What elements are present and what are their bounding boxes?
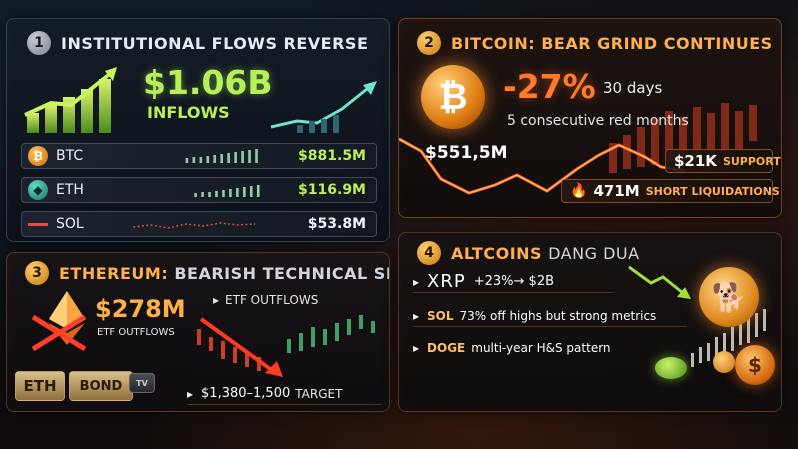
sol-symbol: SOL (427, 308, 454, 323)
inflows-label: INFLOWS (147, 103, 230, 122)
tv-box-label: TV (129, 373, 155, 393)
inflows-amount: $1.06B (143, 63, 273, 102)
red-x-icon (31, 314, 87, 352)
eth-box-label: ETH (15, 371, 65, 401)
title-strong: ALTCOINS (451, 243, 543, 263)
doge-symbol: DOGE (427, 341, 466, 355)
title-strong: ETHEREUM: (59, 263, 169, 283)
sol-text: 73% off highs but strong metrics (459, 308, 657, 323)
doge-row: ▸ DOGE multi-year H&S pattern (413, 337, 643, 359)
row-symbol: ETH (56, 182, 84, 198)
section-number-badge: 4 (417, 241, 441, 265)
xrp-row: ▸ XRP +23%→ $2B (413, 271, 613, 293)
xrp-text: +23%→ $2B (473, 274, 555, 289)
green-trend-arrow-icon (628, 265, 691, 299)
chart-label-text: ETF OUTFLOWS (225, 293, 319, 307)
section-number-badge: 1 (27, 31, 51, 55)
row-value: $116.9M (298, 182, 366, 198)
eth-flow-row: ◆ ETH $116.9M (21, 177, 377, 203)
liquidations-label: SHORT LIQUIDATIONS (645, 184, 780, 198)
fire-icon: 🔥 (570, 183, 588, 199)
title-rest: DANG DUA (548, 243, 640, 263)
bitcoin-price-chart (399, 103, 757, 195)
bitcoin-coin-icon: ₿ (421, 65, 485, 129)
section-title: BITCOIN: BEAR GRIND CONTINUES (451, 33, 773, 53)
play-arrow-icon: ▸ (413, 341, 420, 355)
play-arrow-icon: ▸ (213, 293, 220, 307)
play-arrow-icon: ▸ (413, 274, 420, 289)
xrp-symbol: XRP (427, 271, 466, 292)
target-range: $1,380–1,500 (201, 386, 291, 401)
play-arrow-icon: ▸ (413, 308, 420, 323)
rising-bars-chart-icon (24, 67, 117, 133)
institutional-flows-panel: 1 INSTITUTIONAL FLOWS REVERSE $1.06B INF… (6, 18, 390, 242)
doge-text: multi-year H&S pattern (471, 341, 611, 355)
section-title: ALTCOINS DANG DUA (451, 244, 640, 263)
outflows-amount: $278M (95, 295, 186, 323)
row-symbol: BTC (56, 148, 84, 164)
title-rest: BEARISH TECHNICAL SIGNAL (174, 263, 389, 283)
eth-candles-chart (197, 315, 375, 377)
price-value: $551,5M (425, 143, 508, 163)
teal-trend-arrow-icon (270, 81, 377, 133)
section-2-header: 2 BITCOIN: BEAR GRIND CONTINUES (417, 31, 773, 55)
sol-flow-row: SOL $53.8M (21, 211, 377, 237)
ethereum-icon: ◆ (28, 180, 48, 200)
sol-sparkline (133, 222, 256, 229)
bond-box-label: BOND (69, 371, 133, 401)
green-coin-icon (655, 357, 687, 379)
section-number-badge: 2 (417, 31, 441, 55)
altcoins-panel: 4 ALTCOINS DANG DUA ▸ XRP +23%→ $2B ▸ SO… (398, 232, 782, 412)
dollar-coin-icon: $ (735, 345, 775, 385)
section-title: INSTITUTIONAL FLOWS REVERSE (61, 33, 369, 53)
ethereum-signal-panel: 3 ETHEREUM: BEARISH TECHNICAL SIGNAL $27… (6, 252, 390, 412)
dogecoin-coin-icon: 🐕 (699, 267, 759, 327)
support-value: $21K (674, 152, 717, 170)
btc-flow-row: ₿ BTC $881.5M (21, 143, 377, 169)
section-1-header: 1 INSTITUTIONAL FLOWS REVERSE (27, 31, 368, 55)
support-badge: $21K SUPPORT (665, 149, 781, 173)
row-symbol: SOL (56, 216, 84, 232)
row-value: $881.5M (298, 148, 366, 164)
section-number-badge: 3 (25, 261, 49, 285)
target-row: ▸ $1,380–1,500 TARGET (187, 383, 381, 405)
bitcoin-icon: ₿ (28, 146, 48, 166)
outflows-label: ETF OUTFLOWS (97, 327, 175, 338)
row-value: $53.8M (307, 216, 366, 232)
altcoin-candles-chart (691, 309, 766, 367)
price-change: -27% (503, 67, 596, 106)
support-label: SUPPORT (722, 154, 781, 168)
btc-mini-bars (185, 149, 258, 163)
change-period: 30 days (603, 79, 663, 97)
section-title: ETHEREUM: BEARISH TECHNICAL SIGNAL (59, 263, 389, 283)
solana-icon (28, 214, 49, 234)
target-label: TARGET (295, 386, 343, 401)
sol-row: ▸ SOL 73% off highs but strong metrics (413, 305, 687, 327)
play-arrow-icon: ▸ (187, 386, 194, 401)
section-4-header: 4 ALTCOINS DANG DUA (417, 241, 640, 265)
chart-label: ▸ ETF OUTFLOWS (213, 293, 318, 307)
eth-mini-bars (194, 185, 260, 197)
liquidations-badge: 🔥 471M SHORT LIQUIDATIONS (561, 179, 780, 203)
bitcoin-bear-panel: 2 BITCOIN: BEAR GRIND CONTINUES ₿ -27% 3… (398, 18, 782, 218)
ethereum-logo-icon (49, 291, 85, 345)
section-3-header: 3 ETHEREUM: BEARISH TECHNICAL SIGNAL (25, 261, 389, 285)
red-months-note: 5 consecutive red months (507, 113, 689, 129)
small-gold-coin-icon (713, 351, 735, 373)
liquidations-value: 471M (593, 182, 640, 200)
